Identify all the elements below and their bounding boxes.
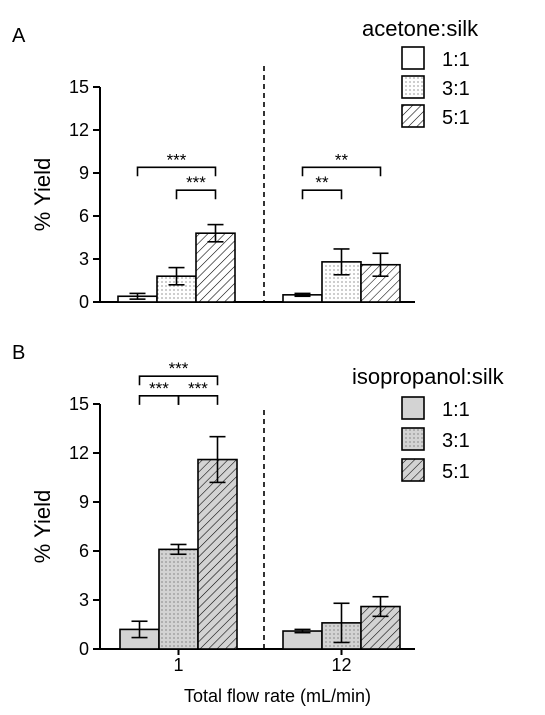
significance-label: ** — [335, 150, 349, 169]
y-tick-label: 6 — [79, 206, 89, 226]
significance-bracket — [175, 189, 217, 200]
legend-title: isopropanol:silk — [352, 364, 505, 389]
x-tick-label: 12 — [331, 655, 351, 675]
bar-3-1-cat1 — [158, 548, 199, 650]
significance-label: *** — [186, 173, 206, 192]
legend-label: 3:1 — [442, 430, 470, 452]
legend-swatch-5-1 — [401, 104, 425, 128]
significance-label: *** — [149, 379, 169, 398]
significance-bracket — [136, 166, 217, 177]
y-tick-label: 9 — [79, 492, 89, 512]
legend-label: 5:1 — [442, 107, 470, 129]
legend-swatch-1-1 — [401, 46, 425, 70]
significance-label: *** — [188, 379, 208, 398]
legend-swatch-1-1 — [401, 396, 425, 420]
x-tick-label: 1 — [173, 655, 183, 675]
panel-letter: B — [12, 342, 25, 364]
significance-label: *** — [169, 359, 189, 378]
significance-label: *** — [167, 150, 187, 169]
bar-5-1-cat1 — [195, 232, 236, 303]
significance-label: ** — [315, 173, 329, 192]
panel-letter: A — [12, 25, 26, 47]
y-tick-label: 15 — [69, 77, 89, 97]
significance-bracket — [138, 375, 219, 386]
bar-1-1-cat12 — [282, 630, 323, 650]
bar-5-1-cat1 — [197, 458, 238, 650]
significance-bracket — [301, 189, 343, 200]
legend-label: 3:1 — [442, 78, 470, 100]
legend-label: 5:1 — [442, 461, 470, 483]
y-tick-label: 12 — [69, 443, 89, 463]
y-tick-label: 6 — [79, 541, 89, 561]
legend-swatch-3-1 — [401, 427, 425, 451]
y-tick-label: 9 — [79, 163, 89, 183]
legend-swatch-5-1 — [401, 458, 425, 482]
y-tick-label: 3 — [79, 590, 89, 610]
y-tick-label: 15 — [69, 394, 89, 414]
y-tick-label: 0 — [79, 639, 89, 659]
y-axis-label: % Yield — [30, 158, 55, 231]
legend-swatch-3-1 — [401, 75, 425, 99]
legend-title: acetone:silk — [362, 16, 479, 41]
y-axis-label: % Yield — [30, 490, 55, 563]
y-tick-label: 3 — [79, 249, 89, 269]
significance-bracket — [301, 166, 382, 177]
x-axis-label: Total flow rate (mL/min) — [184, 686, 371, 706]
y-tick-label: 12 — [69, 120, 89, 140]
legend-label: 1:1 — [442, 399, 470, 421]
y-tick-label: 0 — [79, 292, 89, 312]
significance-bracket — [177, 395, 219, 405]
legend-label: 1:1 — [442, 49, 470, 71]
